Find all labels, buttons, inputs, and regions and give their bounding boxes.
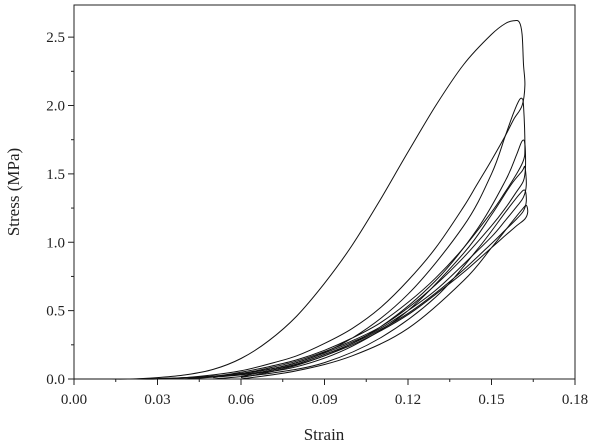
y-tick-label: 1.0	[46, 235, 65, 251]
x-tick-label: 0.18	[562, 392, 588, 408]
loop-curve-4	[185, 165, 527, 380]
x-tick-label: 0.06	[228, 392, 255, 408]
loop-curve-3	[157, 139, 527, 380]
x-tick-label: 0.15	[478, 392, 504, 408]
loop-curve-5	[213, 189, 527, 380]
x-tick-label: 0.00	[61, 392, 87, 408]
x-axis: 0.00 0.03 0.06 0.09 0.12 0.15 0.18	[61, 379, 588, 408]
y-tick-label: 1.5	[46, 167, 65, 183]
loop-curve-1	[73, 19, 526, 380]
y-tick-label: 0.5	[46, 304, 65, 320]
y-axis: 0.0 0.5 1.0 1.5 2.0 2.5	[46, 30, 74, 388]
x-axis-title: Strain	[304, 425, 345, 444]
x-tick-label: 0.12	[395, 392, 421, 408]
loop-curve-6	[240, 204, 529, 380]
y-tick-label: 2.0	[46, 99, 65, 115]
y-tick-label: 0.0	[46, 372, 65, 388]
loop-curve-2	[129, 97, 526, 380]
hysteresis-loops	[73, 19, 529, 380]
x-tick-label: 0.03	[144, 392, 170, 408]
x-tick-label: 0.09	[311, 392, 337, 408]
y-tick-label: 2.5	[46, 30, 65, 46]
y-axis-title: Stress (MPa)	[4, 148, 23, 236]
